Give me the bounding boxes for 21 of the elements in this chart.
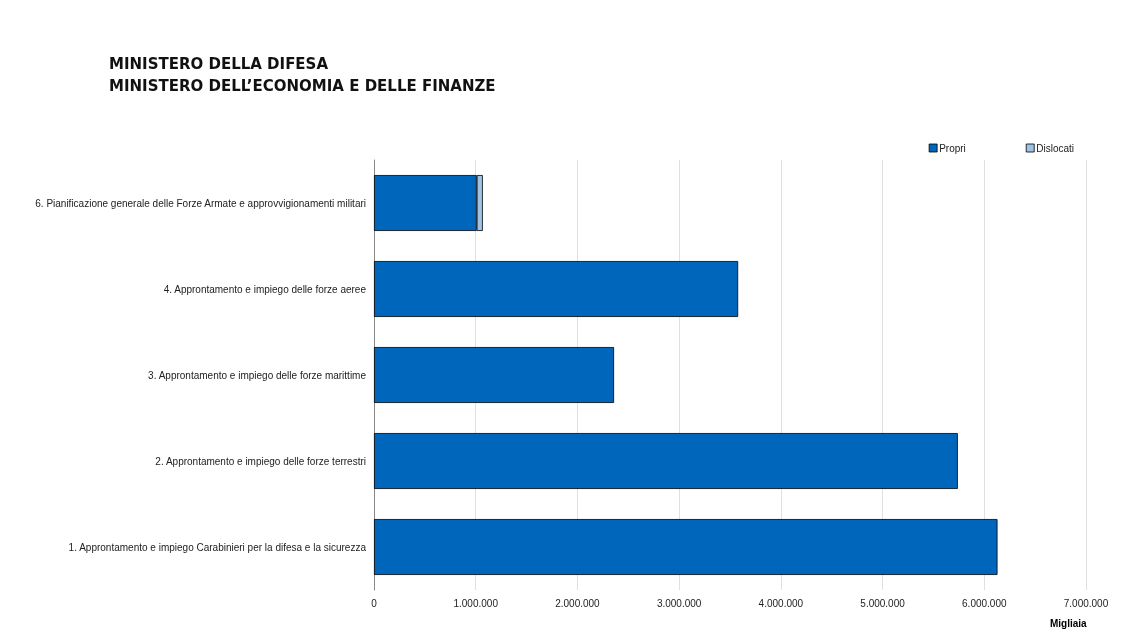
bar [374,433,958,489]
y-tick-label: 2. Approntamento e impiego delle forze terrestri [155,455,366,467]
y-tick-label: 3. Approntamento e impiego delle forze marittime [148,369,367,381]
y-tick-label: 6. Pianificazione generale delle Forze Armate e approvvigionamenti militari [35,197,366,209]
bar [374,347,615,403]
x-tick-label: 1.000.000 [453,597,499,609]
x-tick-label: 4.000.000 [758,597,804,609]
x-tick-label: 3.000.000 [656,597,702,609]
legend-label: Propri [939,142,966,154]
x-tick-label: 7.000.000 [1063,597,1109,609]
x-axis-title: Migliaia [1050,617,1088,629]
x-tick-label: 6.000.000 [962,597,1007,609]
y-tick-label: 1. Approntamento e impiego Carabinieri per la difesa e la sicurezza [68,541,367,553]
bar [374,519,998,575]
x-tick-label: 5.000.000 [860,597,906,609]
chart-title: MINISTERO DELLA DIFESA MINISTERO DELL’ECONOMIA E DELLE FINANZE [109,55,496,95]
y-tick-label: 4. Approntamento e impiego delle forze aeree [163,283,367,295]
legend-label: Dislocati [1036,142,1075,154]
x-tick-label: 0 [371,597,378,609]
bar [374,261,739,317]
x-tick-label: 2.000.000 [555,597,601,609]
